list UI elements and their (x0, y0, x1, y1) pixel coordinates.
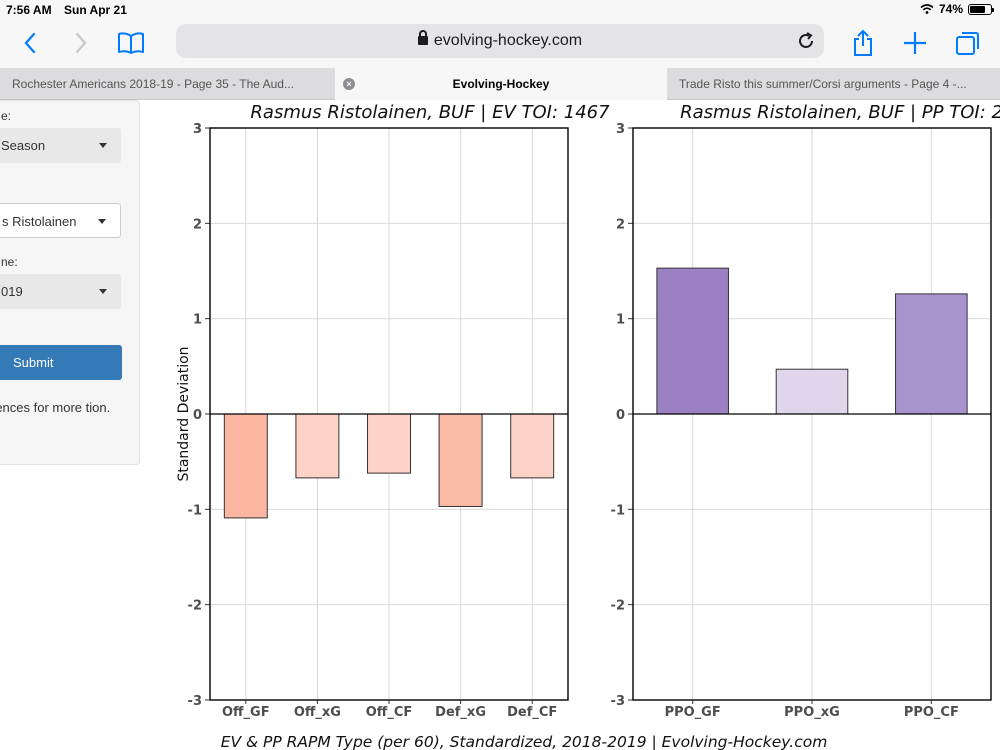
y-tick-label: -2 (611, 599, 625, 614)
y-tick-label: -1 (188, 503, 202, 518)
share-icon (854, 29, 872, 56)
rapm-charts: 3 2 1 0 -1 -2 -3 Off_GF Off_xG Off_CF Def_xG Def_CF… (176, 102, 1000, 750)
status-right: 74% (920, 2, 994, 16)
y-tick-label: 2 (193, 217, 202, 232)
browser-toolbar: evolving-hockey.com (0, 20, 1000, 68)
tab-label: Rochester Americans 2018-19 - Page 35 - … (12, 77, 294, 91)
bar-off-gf (223, 413, 268, 519)
y-tick-label: 0 (193, 408, 202, 423)
bar-off-cf (367, 413, 411, 474)
season-type-select[interactable]: Season (0, 128, 121, 163)
tab-evolving-hockey[interactable]: Evolving-Hockey (335, 68, 667, 100)
y-tick-label: -3 (188, 694, 202, 709)
bar-ppo-cf (895, 293, 968, 415)
sidebar-label-season: ne: (1, 255, 18, 269)
plus-icon (904, 32, 926, 54)
y-tick-label: -3 (611, 694, 625, 709)
select-value: Season (1, 138, 46, 153)
address-bar[interactable]: evolving-hockey.com (176, 24, 824, 58)
book-icon (118, 32, 144, 54)
sidebar-note: rences for more tion. (0, 400, 111, 415)
select-value: s Ristolainen (2, 214, 77, 229)
select-value: 019 (1, 284, 23, 299)
status-time: 7:56 AM (6, 3, 52, 17)
tab-label: Trade Risto this summer/Corsi arguments … (679, 77, 967, 91)
x-tick-label: Off_GF (222, 705, 270, 720)
y-tick-label: -2 (188, 599, 202, 614)
url-text: evolving-hockey.com (176, 30, 824, 50)
reload-icon[interactable] (796, 31, 816, 51)
submit-button[interactable]: Submit (0, 345, 122, 380)
battery-icon (968, 3, 994, 15)
y-tick-label: -1 (611, 503, 625, 518)
bar-ppo-xg (775, 368, 849, 415)
chart-title: Rasmus Ristolainen, BUF | PP TOI: 228 (680, 102, 1000, 123)
bar-off-xg (295, 413, 340, 479)
y-tick-label: 1 (616, 313, 625, 328)
back-button[interactable] (15, 28, 45, 58)
chart-caption: EV & PP RAPM Type (per 60), Standardized… (221, 733, 828, 750)
bookmarks-button[interactable] (116, 28, 146, 58)
lock-icon (417, 30, 428, 45)
caret-down-icon (99, 143, 107, 148)
x-tick-label: PPO_xG (784, 705, 840, 720)
y-axis-label: Standard Deviation (176, 346, 192, 481)
wifi-icon (920, 4, 934, 14)
caret-down-icon (98, 219, 106, 224)
url-label: evolving-hockey.com (433, 32, 583, 49)
tabs-overview-button[interactable] (953, 28, 983, 58)
x-tick-label: Def_xG (435, 705, 486, 720)
forward-button[interactable] (66, 28, 96, 58)
x-tick-label: PPO_GF (665, 705, 721, 720)
sidebar-label-type: e: (1, 109, 12, 123)
y-tick-label: 1 (193, 313, 202, 328)
bar-def-cf (510, 413, 555, 479)
bar-def-xg (438, 413, 483, 507)
bar-ppo-gf (656, 267, 729, 415)
tab-label: Evolving-Hockey (452, 77, 550, 91)
y-tick-label: 0 (616, 408, 625, 423)
season-select[interactable]: 019 (0, 274, 121, 309)
x-tick-label: PPO_CF (904, 705, 959, 720)
tab-trade-risto[interactable]: Trade Risto this summer/Corsi arguments … (667, 68, 1000, 100)
tab-rochester[interactable]: Rochester Americans 2018-19 - Page 35 - … (0, 68, 335, 100)
sidebar-panel: e: Season s Ristolainen ne: 019 Submit r… (0, 100, 140, 465)
caret-down-icon (99, 289, 107, 294)
chevron-right-icon (75, 32, 87, 54)
y-tick-label: 3 (193, 122, 202, 137)
tabs-icon (956, 32, 979, 55)
new-tab-button[interactable] (900, 28, 930, 58)
status-date: Sun Apr 21 (64, 3, 127, 17)
battery-percent: 74% (938, 2, 963, 16)
x-tick-label: Off_xG (294, 705, 341, 720)
y-tick-label: 3 (616, 122, 625, 137)
player-select[interactable]: s Ristolainen (0, 203, 121, 238)
status-bar: 7:56 AM Sun Apr 21 74% (0, 0, 1000, 20)
y-tick-label: 2 (616, 217, 625, 232)
chevron-left-icon (24, 32, 36, 54)
tab-strip: Rochester Americans 2018-19 - Page 35 - … (0, 68, 1000, 100)
close-tab-icon[interactable]: × (343, 78, 355, 90)
x-tick-label: Off_CF (366, 705, 413, 720)
x-tick-label: Def_CF (507, 705, 557, 720)
share-button[interactable] (848, 28, 878, 58)
chart-title: Rasmus Ristolainen, BUF | EV TOI: 1467 (250, 102, 610, 123)
